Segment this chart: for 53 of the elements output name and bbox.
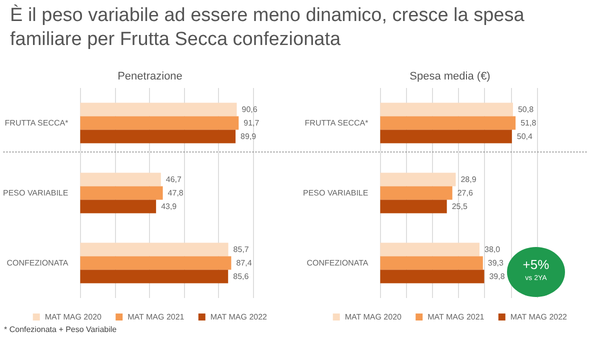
legend-label: MAT MAG 2020	[344, 312, 402, 322]
bar	[380, 270, 484, 284]
data-label: 50,8	[518, 104, 534, 114]
y-tick-label: PESO VARIABILE	[2, 188, 68, 198]
legend-label: MAT MAG 2022	[510, 312, 568, 322]
data-label: 87,4	[236, 258, 252, 268]
data-label: 50,4	[516, 132, 534, 142]
data-label: 27,6	[457, 188, 474, 198]
y-tick-label: CONFEZIONATA	[6, 258, 69, 268]
bar	[380, 172, 456, 186]
y-tick-label: CONFEZIONATA	[306, 258, 369, 268]
legend-label: MAT MAG 2021	[128, 312, 185, 322]
bar	[80, 130, 236, 144]
bar	[80, 200, 156, 214]
bar	[380, 242, 480, 256]
bar	[380, 186, 452, 200]
data-label: 38,0	[484, 244, 501, 254]
data-label: 25,5	[452, 202, 468, 212]
data-label: 91,7	[244, 118, 260, 128]
data-label: 47,8	[168, 188, 184, 198]
data-label: 39,3	[488, 258, 504, 268]
bar	[380, 200, 447, 214]
bar	[80, 242, 228, 256]
chart-subtitle: Spesa media (€)	[410, 70, 490, 82]
data-label: 43,9	[161, 202, 178, 212]
bar	[80, 116, 239, 130]
bar	[80, 172, 161, 186]
annotation: +5%	[522, 257, 550, 272]
y-tick-label: PESO VARIABILE	[302, 188, 368, 198]
data-label: 85,7	[233, 244, 250, 254]
bar	[80, 102, 237, 116]
data-label: 39,8	[489, 272, 506, 282]
y-tick-label: FRUTTA SECCA*	[304, 118, 368, 128]
bar	[380, 116, 516, 130]
legend-label: MAT MAG 2020	[44, 312, 102, 322]
bar	[380, 102, 513, 116]
data-label: 51,8	[520, 118, 537, 128]
legend-label: MAT MAG 2021	[428, 312, 485, 322]
bar	[80, 256, 232, 270]
chart-title: È il peso variabile ad essere meno dinamico, cresce la spesa familiare per Frutta Secca confezionata	[10, 4, 526, 52]
data-label: 28,9	[460, 174, 477, 184]
bar	[380, 130, 512, 144]
legend-label: MAT MAG 2022	[210, 312, 268, 322]
data-label: 90,6	[242, 104, 258, 114]
bar	[380, 256, 483, 270]
data-label: 46,7	[166, 174, 182, 184]
y-tick-label: FRUTTA SECCA*	[4, 118, 68, 128]
chart-subtitle: Penetrazione	[118, 70, 182, 82]
text: * Confezionata + Peso Variabile	[4, 325, 117, 334]
data-label: 85,6	[233, 272, 250, 282]
bar	[80, 186, 163, 200]
data-label: 89,9	[240, 132, 257, 142]
bar	[80, 270, 228, 284]
